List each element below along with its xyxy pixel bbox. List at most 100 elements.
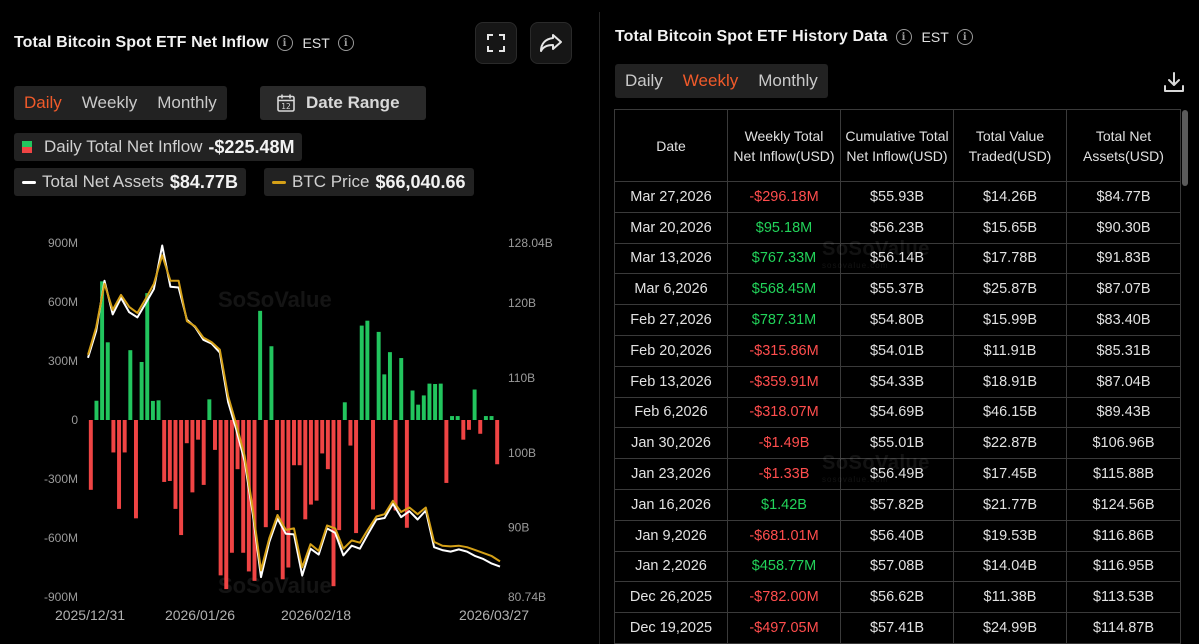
value-traded-cell: $25.87B [953,273,1067,306]
inflow-bar [314,420,319,501]
cumulative-inflow-cell: $54.33B [840,365,954,398]
info-icon[interactable]: i [895,29,912,45]
net-assets-cell: $113.53B [1066,581,1181,614]
net-assets-cell: $87.07B [1066,273,1181,306]
inflow-bar [376,331,381,420]
cumulative-inflow-cell: $54.80B [840,304,954,336]
table-row: Mar 27,2026 -$296.18M $55.93B $14.26B $84.77… [614,181,1181,213]
cumulative-inflow-cell: $55.93B [840,181,954,213]
y-axis-left-tick-label: -600M [44,531,78,545]
inflow-bar [100,281,105,420]
info-icon[interactable]: i [276,35,293,51]
cumulative-inflow-cell: $54.69B [840,396,954,429]
tab-monthly[interactable]: Monthly [758,71,818,90]
net-assets-stat: Total Net Assets $84.77B [14,168,246,196]
download-icon [1164,72,1184,92]
column-header-weekly-inflow[interactable]: Weekly Total Net Inflow(USD) [727,109,841,182]
date-cell: Dec 19,2025 [614,612,728,644]
inflow-bar [190,420,195,493]
inflow-bar [235,420,240,470]
cumulative-inflow-cell: $54.01B [840,334,954,367]
chart-watermark: SoSoValue [218,287,332,312]
share-button[interactable] [530,22,572,64]
table-row: Jan 9,2026 -$681.01M $56.40B $19.53B $116.86… [614,519,1181,552]
value-traded-cell: $17.78B [953,242,1067,275]
net-assets-cell: $85.31B [1066,334,1181,367]
net-assets-cell: $84.77B [1066,181,1181,213]
history-title: Total Bitcoin Spot ETF History Data [615,28,888,45]
net-inflow-panel: Total Bitcoin Spot ETF Net Inflow i EST … [0,0,598,644]
column-header-cumulative-inflow[interactable]: Cumulative Total Net Inflow(USD) [840,109,954,182]
table-row: Mar 6,2026 $568.45M $55.37B $25.87B $87.07B [614,273,1181,306]
date-range-button[interactable]: 12 Date Range [260,86,426,120]
inflow-bar [354,420,359,534]
inflow-bar [466,420,471,430]
table-row: Feb 20,2026 -$315.86M $54.01B $11.91B $85.31… [614,334,1181,367]
y-axis-left-tick-label: -900M [44,590,78,604]
table-scrollbar[interactable] [1182,110,1188,186]
value-traded-cell: $14.26B [953,181,1067,213]
date-cell: Feb 27,2026 [614,304,728,336]
weekly-inflow-cell: $767.33M [727,242,841,275]
inflow-bar [179,420,184,536]
tab-weekly[interactable]: Weekly [682,71,739,90]
timezone-label: EST [921,29,949,45]
fullscreen-button[interactable] [475,22,517,64]
cumulative-inflow-cell: $57.08B [840,550,954,583]
column-header-net-assets[interactable]: Total Net Assets(USD) [1066,109,1181,182]
x-axis-tick-label: 2026/01/26 [165,607,235,623]
inflow-bar [88,420,93,490]
weekly-inflow-cell: -$315.86M [727,334,841,367]
tab-daily[interactable]: Daily [625,71,663,90]
timezone-info-icon[interactable]: i [956,29,973,45]
net-assets-cell: $124.56B [1066,488,1181,521]
calendar-icon: 12 [277,94,295,112]
weekly-inflow-cell: $568.45M [727,273,841,306]
column-header-value-traded[interactable]: Total Value Traded(USD) [953,109,1067,182]
table-header-row: Date Weekly Total Net Inflow(USD) Cumula… [614,109,1181,182]
value-traded-cell: $15.99B [953,304,1067,336]
tab-monthly[interactable]: Monthly [157,93,217,112]
inflow-bar [393,420,398,511]
value-traded-cell: $11.38B [953,581,1067,614]
net-inflow-chart[interactable]: SoSoValue SoSoValue 900M 600M 300M 0 -300M -600… [0,225,598,644]
btc-price-stat: BTC Price $66,040.66 [264,168,474,196]
tab-daily[interactable]: Daily [24,93,62,112]
table-row: Jan 23,2026 -$1.33B $56.49B $17.45B $115.88B [614,458,1181,490]
inflow-bar [489,416,494,420]
download-button[interactable] [1162,70,1186,99]
inflow-bar [252,420,257,581]
inflow-bar [478,420,483,434]
column-header-date[interactable]: Date [614,109,728,182]
net-inflow-title-row: Total Bitcoin Spot ETF Net Inflow i EST … [14,34,354,52]
history-period-tabs: Daily Weekly Monthly [615,64,828,98]
inflow-bar [229,420,234,553]
inflow-bar [122,420,127,453]
weekly-inflow-cell: -$1.33B [727,458,841,490]
table-row: Feb 6,2026 -$318.07M $54.69B $46.15B $89.43B [614,396,1181,429]
value-traded-cell: $17.45B [953,458,1067,490]
table-row: Jan 16,2026 $1.42B $57.82B $21.77B $124.56B [614,488,1181,521]
value-traded-cell: $14.04B [953,550,1067,583]
table-row: Mar 20,2026 $95.18M $56.23B $15.65B $90.30B [614,211,1181,244]
weekly-inflow-cell: -$318.07M [727,396,841,429]
watermark-logo: SoSoValue sosovalue.com [822,452,930,484]
inflow-bar [416,404,421,420]
date-cell: Feb 13,2026 [614,365,728,398]
inflow-stat-value: -$225.48M [208,136,295,157]
value-traded-cell: $46.15B [953,396,1067,429]
inflow-bar [134,420,138,519]
y-axis-right-tick-label: 120B [508,296,536,310]
cumulative-inflow-cell: $56.40B [840,519,954,552]
net-assets-cell: $114.87B [1066,612,1181,644]
inflow-bar [263,420,268,528]
y-axis-left-tick-label: -300M [44,472,78,486]
history-table: Date Weekly Total Net Inflow(USD) Cumula… [614,109,1181,644]
inflow-bar [297,420,302,466]
tab-weekly[interactable]: Weekly [81,93,138,112]
table-row: Feb 27,2026 $787.31M $54.80B $15.99B $83.40B [614,304,1181,336]
weekly-inflow-cell: $458.77M [727,550,841,583]
fullscreen-icon [487,34,505,52]
timezone-info-icon[interactable]: i [337,35,354,51]
inflow-bar [258,310,263,420]
